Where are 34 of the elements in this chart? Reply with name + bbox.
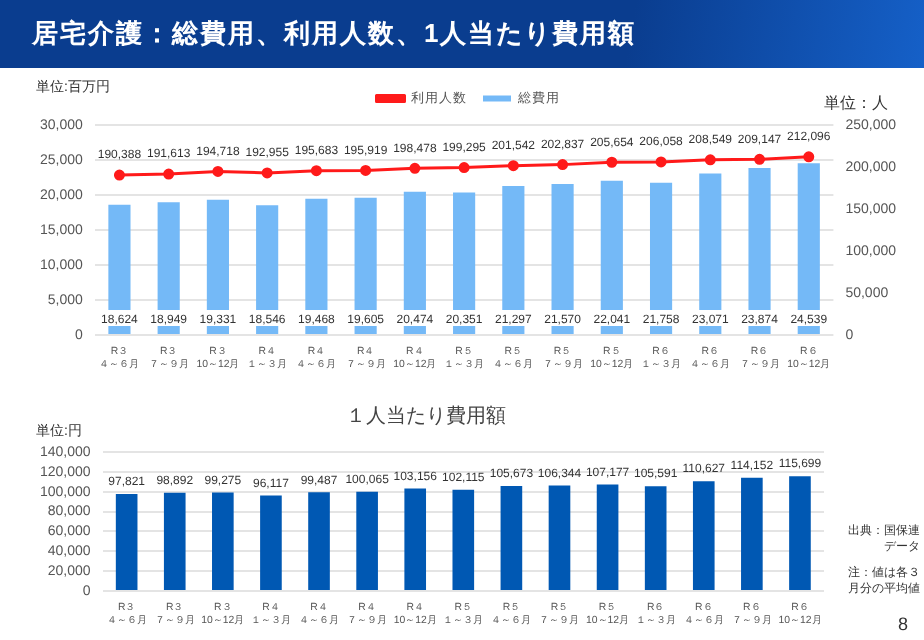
point	[557, 159, 569, 171]
bar	[789, 476, 811, 591]
point	[507, 160, 519, 172]
text: 8	[897, 614, 908, 634]
bar	[163, 492, 186, 591]
bar	[404, 488, 427, 591]
point	[409, 162, 421, 174]
bar	[356, 491, 378, 591]
point	[458, 162, 470, 174]
bar	[596, 484, 619, 591]
y2-axis-title: 単位：人	[824, 94, 888, 113]
bar	[644, 486, 667, 591]
point	[261, 167, 273, 179]
bar	[741, 477, 763, 591]
bar	[212, 492, 234, 591]
point	[704, 154, 716, 166]
point	[754, 153, 766, 165]
bar	[452, 489, 475, 591]
chart-title: １人当たり費用額	[346, 403, 506, 428]
point	[310, 165, 322, 177]
point	[803, 151, 815, 163]
bar	[308, 492, 330, 591]
point	[113, 169, 125, 181]
bar	[500, 486, 523, 591]
bar	[260, 495, 282, 591]
bar	[548, 485, 571, 591]
point	[360, 164, 372, 176]
point	[163, 168, 175, 180]
chart-title: 居宅介護：総費用、利用人数、1人当たり費用額	[0, 0, 924, 68]
bar	[692, 481, 715, 591]
point	[655, 156, 667, 168]
point	[606, 156, 618, 168]
point	[212, 165, 224, 177]
bar	[115, 493, 138, 591]
